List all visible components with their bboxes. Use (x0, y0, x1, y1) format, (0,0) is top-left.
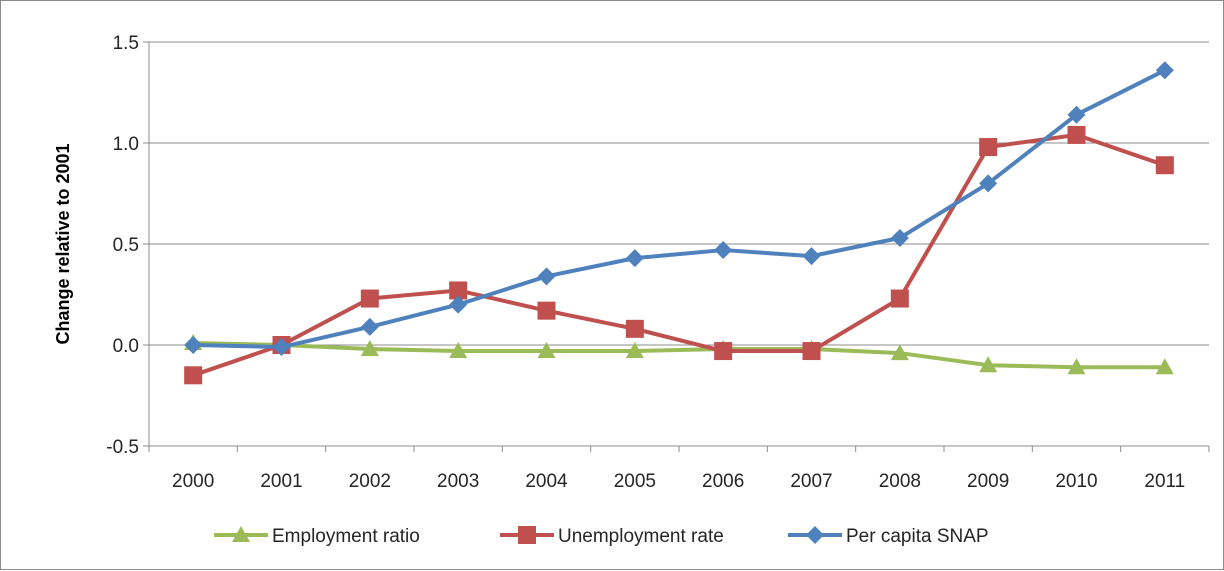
y-tick-label: 0.0 (113, 336, 139, 357)
x-tick-label: 2008 (879, 471, 921, 492)
diamond-marker (890, 228, 909, 247)
x-tick-label: 2007 (790, 471, 832, 492)
diamond-marker (802, 247, 821, 266)
y-tick-label: 1.0 (113, 134, 139, 155)
triangle-marker (232, 526, 250, 542)
diamond-marker (537, 267, 556, 286)
legend: Employment ratio Unemployment rate Per cap… (214, 526, 989, 547)
series-line (193, 340, 1165, 370)
series-line (192, 132, 1166, 378)
triangle-marker (979, 356, 998, 373)
diamond-marker (979, 174, 998, 193)
square-marker (625, 319, 644, 338)
diamond-marker (272, 338, 291, 357)
square-marker (184, 366, 203, 385)
series-lines (184, 61, 1174, 385)
square-marker (518, 526, 536, 544)
x-tick-label: 2006 (702, 471, 744, 492)
y-tick-label: -0.5 (106, 437, 139, 458)
diamond-marker (449, 295, 468, 314)
y-tick-label: 1.5 (113, 33, 139, 54)
square-marker (360, 289, 379, 308)
diamond-marker (1155, 61, 1174, 80)
diamond-marker (806, 526, 824, 544)
x-tick-label: 2010 (1055, 471, 1097, 492)
triangle-marker (1155, 358, 1174, 375)
triangle-marker (1067, 358, 1086, 375)
y-tick-label: 0.5 (113, 235, 139, 256)
x-tick-label: 2004 (525, 471, 568, 492)
diamond-marker (1067, 105, 1086, 124)
x-tick-label: 2009 (967, 471, 1009, 492)
x-tick-label: 2011 (1144, 471, 1185, 492)
y-axis-label: Change relative to 2001 (53, 143, 73, 344)
axes (143, 41, 1210, 452)
legend-item-unemployment-rate: Unemployment rate (500, 526, 724, 547)
triangle-marker (449, 342, 468, 359)
square-marker (1067, 125, 1086, 144)
diamond-marker (360, 317, 379, 336)
triangle-marker (625, 342, 644, 359)
triangle-marker (537, 342, 556, 359)
diamond-marker (184, 336, 203, 354)
square-marker (714, 342, 733, 361)
diamond-marker (714, 241, 733, 260)
x-tick-label: 2002 (349, 471, 391, 492)
series-per-capita-snap (184, 61, 1174, 357)
x-tick-label: 2005 (614, 471, 656, 492)
legend-label: Per capita SNAP (846, 526, 989, 547)
x-tick-labels: 2000 2001 2002 2003 2004 2005 2006 2007 2008 2009… (172, 471, 1185, 492)
legend-item-employment-ratio: Employment ratio (214, 526, 420, 547)
legend-label: Employment ratio (272, 526, 420, 547)
triangle-marker (890, 344, 909, 361)
y-tick-labels: -0.5 0.0 0.5 1.0 1.5 (106, 33, 139, 458)
diamond-marker (625, 249, 644, 268)
legend-label: Unemployment rate (558, 526, 724, 547)
x-tick-label: 2000 (172, 471, 214, 492)
triangle-marker (360, 340, 379, 357)
x-tick-label: 2001 (260, 471, 302, 492)
x-tick-label: 2003 (437, 471, 479, 492)
square-marker (979, 138, 998, 157)
gridlines (149, 41, 1209, 447)
series-line (193, 68, 1166, 350)
legend-item-per-capita-snap: Per capita SNAP (788, 526, 989, 547)
square-marker (449, 281, 468, 300)
square-marker (890, 289, 909, 308)
square-marker (1155, 156, 1174, 175)
square-marker (802, 342, 821, 361)
square-marker (537, 301, 556, 320)
